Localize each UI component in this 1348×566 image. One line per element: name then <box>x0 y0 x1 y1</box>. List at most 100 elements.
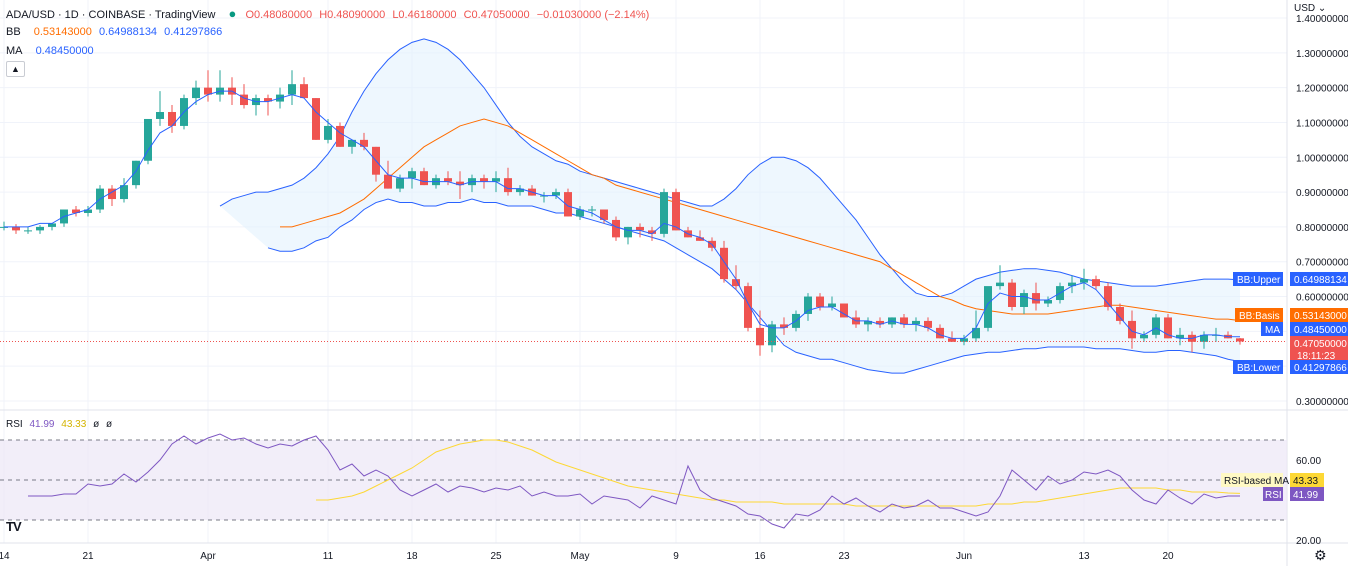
collapse-legend-button[interactable]: ▲ <box>6 61 25 77</box>
axis-label-value: 43.33 <box>1293 476 1318 487</box>
axis-label-value-bg <box>1290 336 1348 362</box>
candle-body <box>108 188 116 200</box>
price-axis-tick: 0.90000000 <box>1296 188 1348 199</box>
bb-legend-name: BB <box>6 26 21 38</box>
candle-body <box>696 237 704 241</box>
candle-body <box>744 286 752 328</box>
axis-label-name-bg <box>1233 360 1283 374</box>
rsi-line <box>28 433 1241 529</box>
axis-label-value-bg <box>1290 487 1324 501</box>
candle-body <box>168 112 176 126</box>
axis-label-value-bg <box>1290 272 1348 286</box>
candle-body <box>1236 338 1244 342</box>
time-axis-tick: 9 <box>673 551 679 562</box>
axis-label-value-bg <box>1290 360 1348 374</box>
price-axis-tick: 0.60000000 <box>1296 293 1348 304</box>
candle-body <box>564 192 572 217</box>
candle-body <box>360 139 368 147</box>
chevron-up-icon: ▲ <box>11 64 20 74</box>
price-axis-tick: 1.30000000 <box>1296 49 1348 60</box>
rsi-legend[interactable]: RSI 41.99 43.33 ø ø <box>6 419 116 430</box>
candle-body <box>1092 279 1100 287</box>
candle-body <box>1068 282 1076 287</box>
bb-legend-lower: 0.41297866 <box>164 26 223 38</box>
candle-body <box>192 87 200 99</box>
candle-body <box>912 320 920 325</box>
candle-body <box>48 223 56 227</box>
time-axis-tick: 11 <box>323 551 334 562</box>
axis-label-value: 0.64988134 <box>1294 275 1347 286</box>
candle-body <box>1032 293 1040 304</box>
ma-legend[interactable]: MA 0.48450000 <box>6 45 98 57</box>
candle-body <box>1116 306 1124 321</box>
candle-body <box>12 226 20 231</box>
candle-body <box>1044 300 1052 304</box>
candle-body <box>600 209 608 220</box>
price-axis-tick: 1.20000000 <box>1296 84 1348 95</box>
candle-body <box>300 84 308 99</box>
ohlc-open: O0.48080000 <box>245 9 313 21</box>
rsi-legend-name: RSI <box>6 419 23 430</box>
candle-body <box>1176 334 1184 339</box>
candle-body <box>132 160 140 186</box>
ohlc-high: H0.48090000 <box>319 9 386 21</box>
candle-body <box>612 219 620 238</box>
candle-body <box>996 282 1004 287</box>
candle-body <box>864 320 872 325</box>
axis-label-value-bg <box>1290 473 1324 487</box>
rsi-axis-tick: 20.00 <box>1296 536 1321 547</box>
candle-body <box>1164 317 1172 339</box>
candle-body <box>324 125 332 140</box>
candle-body <box>924 320 932 328</box>
candle-body <box>1080 279 1088 283</box>
rsi-axis-tick: 60.00 <box>1296 456 1321 467</box>
candle-body <box>660 192 668 234</box>
axis-label-value: 0.48450000 <box>1294 325 1347 336</box>
time-axis-tick: May <box>571 551 590 562</box>
time-axis-tick: 25 <box>490 551 502 562</box>
rsi-legend-v3: ø <box>93 419 100 430</box>
candle-body <box>768 324 776 346</box>
currency-selector[interactable]: USD ⌄ <box>1294 3 1326 14</box>
candle-body <box>504 178 512 193</box>
bb-legend-upper: 0.64988134 <box>98 26 158 38</box>
axis-label-name: RSI-based MA <box>1224 476 1289 487</box>
candle-body <box>1104 286 1112 307</box>
candle-body <box>516 188 524 193</box>
candle-body <box>144 118 152 161</box>
candle-body <box>84 209 92 213</box>
candle-body <box>984 286 992 328</box>
bb-legend[interactable]: BB 0.53143000 0.64988134 0.41297866 <box>6 26 226 38</box>
axis-label-value-bg <box>1290 308 1348 322</box>
axis-label-value: 0.53143000 <box>1294 311 1347 322</box>
axis-label-value: 0.47050000 <box>1294 339 1347 350</box>
ohlc-close: C0.47050000 <box>463 9 530 21</box>
bb-basis-line <box>280 118 1241 322</box>
candle-body <box>492 178 500 182</box>
time-axis-tick: Jun <box>956 551 972 562</box>
candle-body <box>960 338 968 342</box>
candle-body <box>288 84 296 95</box>
ma-legend-name: MA <box>6 45 23 57</box>
axis-label-name: MA <box>1265 325 1280 336</box>
candle-body <box>264 98 272 102</box>
symbol-title[interactable]: ADA/USD · 1D · COINBASE · TradingView <box>6 9 216 21</box>
axis-label-name-bg <box>1233 272 1283 286</box>
bb-legend-basis: 0.53143000 <box>33 26 92 38</box>
rsi-legend-ma: 43.33 <box>61 419 87 430</box>
tradingview-logo-icon[interactable]: TV <box>6 519 22 534</box>
axis-label-name-bg <box>1235 308 1283 322</box>
candle-body <box>900 317 908 325</box>
gear-icon[interactable]: ⚙ <box>1314 547 1327 563</box>
candle-body <box>936 327 944 339</box>
candle-body <box>1020 293 1028 307</box>
candle-body <box>396 178 404 189</box>
candle-body <box>420 171 428 186</box>
price-axis-tick: 1.40000000 <box>1296 14 1348 25</box>
candle-body <box>348 139 356 147</box>
price-axis-tick: 0.30000000 <box>1296 397 1348 408</box>
candle-body <box>312 98 320 140</box>
time-axis-tick: 20 <box>1162 551 1174 562</box>
candle-body <box>24 230 32 232</box>
